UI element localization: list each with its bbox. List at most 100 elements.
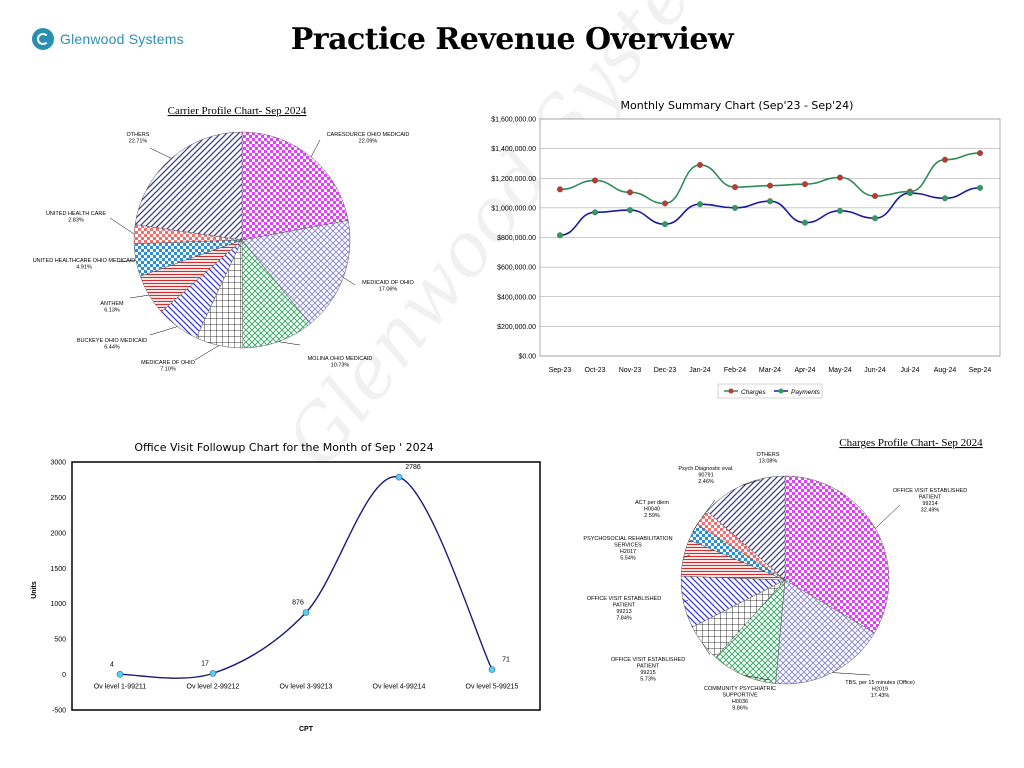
y-tick-label: $1,000,000.00 — [491, 205, 536, 212]
slice-label: 10.73% — [331, 363, 350, 369]
leader-line — [310, 139, 321, 158]
pie-slice — [241, 239, 311, 349]
data-point — [837, 174, 844, 181]
leader-line — [743, 675, 771, 681]
slice-label: 99215 — [640, 670, 655, 676]
data-point — [837, 207, 844, 214]
slice-label: H2017 — [620, 549, 636, 555]
x-tick-label: Jul-24 — [900, 367, 919, 374]
y-tick-label: $1,400,000.00 — [491, 146, 536, 153]
series-line — [119, 476, 493, 679]
y-tick-label: -500 — [52, 708, 66, 715]
slice-label: OTHERS — [127, 132, 150, 138]
x-tick-label: Jan-24 — [689, 367, 711, 374]
x-tick-label: Oct-23 — [584, 367, 605, 374]
leader-line — [875, 504, 901, 529]
y-tick-label: $200,000.00 — [497, 324, 536, 331]
legend-label: Charges — [741, 389, 766, 396]
data-point — [802, 219, 809, 226]
data-point — [592, 177, 599, 184]
slice-label: 99213 — [616, 609, 631, 615]
data-point — [697, 201, 704, 208]
data-point — [977, 150, 984, 157]
leader-line — [109, 217, 135, 235]
data-label: 17 — [201, 660, 209, 667]
data-label: 876 — [292, 600, 304, 607]
slice-label: 7.84% — [616, 616, 632, 622]
data-point — [592, 209, 599, 216]
data-point — [942, 195, 949, 202]
slice-label: SUPPORTIVE — [722, 693, 758, 699]
slice-label: 22.71% — [129, 139, 148, 145]
y-tick-label: 3000 — [50, 460, 66, 467]
slice-label: 2.83% — [68, 218, 84, 224]
monthly-summary-chart: Monthly Summary Chart (Sep'23 - Sep'24) $… — [491, 99, 1001, 399]
slice-label: 32.49% — [921, 508, 940, 514]
legend-marker — [728, 388, 734, 394]
data-point — [627, 189, 634, 196]
leader-line — [149, 147, 172, 159]
chart-title: Carrier Profile Chart- Sep 2024 — [168, 105, 307, 117]
x-tick-label: Sep-23 — [549, 367, 572, 374]
data-point — [802, 181, 809, 188]
slice-label: ACT per diem — [635, 500, 669, 506]
data-point — [488, 666, 496, 673]
y-axis-label: Units — [31, 581, 38, 599]
slice-label: H0040 — [644, 507, 660, 513]
x-tick-label: Sep-24 — [969, 367, 992, 374]
x-tick-label: Ov level 3-99213 — [280, 684, 333, 691]
legend: Charges Payments — [717, 383, 823, 399]
y-tick-label: 1000 — [50, 601, 66, 608]
x-tick-label: Nov-23 — [619, 367, 642, 374]
leader-line — [683, 599, 689, 603]
slice-label: SERVICES — [614, 543, 642, 549]
data-point — [767, 198, 774, 205]
data-point — [732, 184, 739, 191]
x-tick-label: Jun-24 — [864, 367, 886, 374]
data-point — [942, 156, 949, 163]
legend-marker — [778, 388, 784, 394]
brand-logo: Glenwood Systems — [32, 28, 184, 50]
x-tick-label: Ov level 2-99212 — [187, 684, 240, 691]
slice-label: Psych Diagnostic eval. — [678, 466, 734, 472]
slice-label: PATIENT — [919, 495, 942, 501]
leader-line — [278, 341, 301, 346]
slice-label: BUCKEYE OHIO MEDICAID — [77, 338, 147, 344]
leader-line — [343, 277, 356, 286]
slice-label: 2.59% — [644, 513, 660, 519]
legend-label: Payments — [791, 389, 821, 396]
slice-label: OFFICE VISIT ESTABLISHED — [611, 657, 685, 663]
y-tick-label: $1,600,000.00 — [491, 117, 536, 124]
chart-title: Monthly Summary Chart (Sep'23 - Sep'24) — [621, 99, 854, 112]
leader-line — [702, 643, 711, 656]
data-label: 71 — [502, 657, 510, 664]
slice-label: TBS, per 15 minutes (Office) — [845, 680, 915, 686]
pie-chart-4: OFFICE VISIT ESTABLISHEDPATIENT9921432.4… — [583, 452, 967, 712]
data-label: 2786 — [405, 464, 421, 471]
y-tick-label: 0 — [62, 672, 66, 679]
y-tick-label: $800,000.00 — [497, 235, 536, 242]
slice-label: 5.73% — [640, 677, 656, 683]
data-point — [872, 193, 879, 200]
slice-label: ANTHEM — [100, 301, 124, 307]
x-tick-label: Apr-24 — [794, 367, 815, 374]
page-title: Practice Revenue Overview — [290, 22, 734, 57]
leader-line — [701, 499, 716, 518]
leader-line — [742, 479, 761, 486]
leader-line — [149, 326, 178, 336]
data-point — [557, 186, 564, 193]
slice-label: MEDICARE OF OHIO — [141, 360, 196, 366]
slice-label: 9.86% — [732, 706, 748, 712]
slice-label: OFFICE VISIT ESTABLISHED — [893, 488, 967, 494]
slice-label: 90791 — [698, 473, 713, 479]
x-tick-label: Dec-23 — [654, 367, 677, 374]
leader-line — [129, 294, 150, 299]
logo-icon — [32, 28, 54, 50]
slice-label: 6.44% — [104, 345, 120, 351]
office-visit-chart: Office Visit Followup Chart for the Mont… — [31, 441, 541, 733]
leader-line — [117, 259, 136, 263]
data-point — [872, 215, 879, 222]
pie-slice — [784, 475, 890, 634]
y-tick-label: $600,000.00 — [497, 265, 536, 272]
